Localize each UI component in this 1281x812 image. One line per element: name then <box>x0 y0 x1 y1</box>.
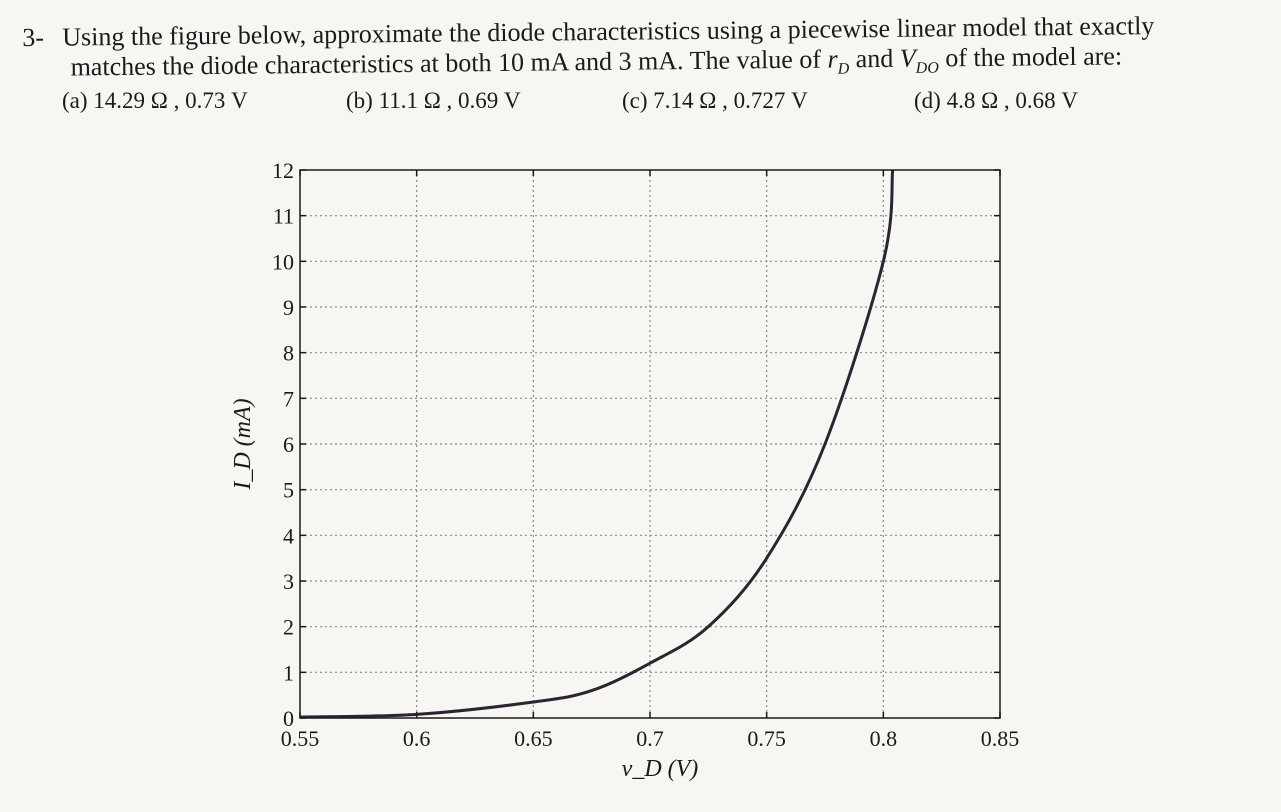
x-tick-label: 0.85 <box>981 726 1020 751</box>
y-tick-label: 0 <box>283 706 294 731</box>
y-tick-label: 10 <box>272 249 294 274</box>
y-tick-label: 8 <box>283 341 294 366</box>
option-d[interactable]: (d) 4.8 Ω , 0.68 V <box>914 88 1079 113</box>
y-tick-label: 6 <box>283 432 294 457</box>
y-axis-label: I_D (mA) <box>230 398 256 490</box>
x-tick-label: 0.7 <box>636 726 664 751</box>
y-tick-label: 5 <box>283 478 294 503</box>
y-tick-label: 1 <box>283 660 294 685</box>
y-tick-label: 11 <box>273 204 294 229</box>
chart-grid <box>300 170 1000 718</box>
y-tick-label: 9 <box>283 295 294 320</box>
x-tick-label: 0.55 <box>281 726 320 751</box>
option-c[interactable]: (c) 7.14 Ω , 0.727 V <box>622 88 808 113</box>
x-tick-label: 0.65 <box>514 726 553 751</box>
x-axis-label: v_D (V) <box>622 756 699 782</box>
answer-options: (a) 14.29 Ω , 0.73 V (b) 11.1 Ω , 0.69 V… <box>62 88 1212 124</box>
x-tick-label: 0.6 <box>403 726 431 751</box>
y-tick-label: 4 <box>283 523 294 548</box>
y-tick-label: 7 <box>283 386 294 411</box>
y-tick-label: 3 <box>283 569 294 594</box>
diode-curve <box>299 169 895 719</box>
option-a[interactable]: (a) 14.29 Ω , 0.73 V <box>62 88 248 113</box>
y-tick-label: 12 <box>272 158 294 183</box>
y-tick-label: 2 <box>283 615 294 640</box>
chart-tick-labels: 0.55 0.6 0.65 0.7 0.75 0.8 0.85012345678910111… <box>272 158 1019 751</box>
option-b[interactable]: (b) 11.1 Ω , 0.69 V <box>346 88 521 113</box>
plot-frame <box>299 169 1001 719</box>
x-tick-label: 0.8 <box>870 726 898 751</box>
x-tick-label: 0.75 <box>747 726 786 751</box>
